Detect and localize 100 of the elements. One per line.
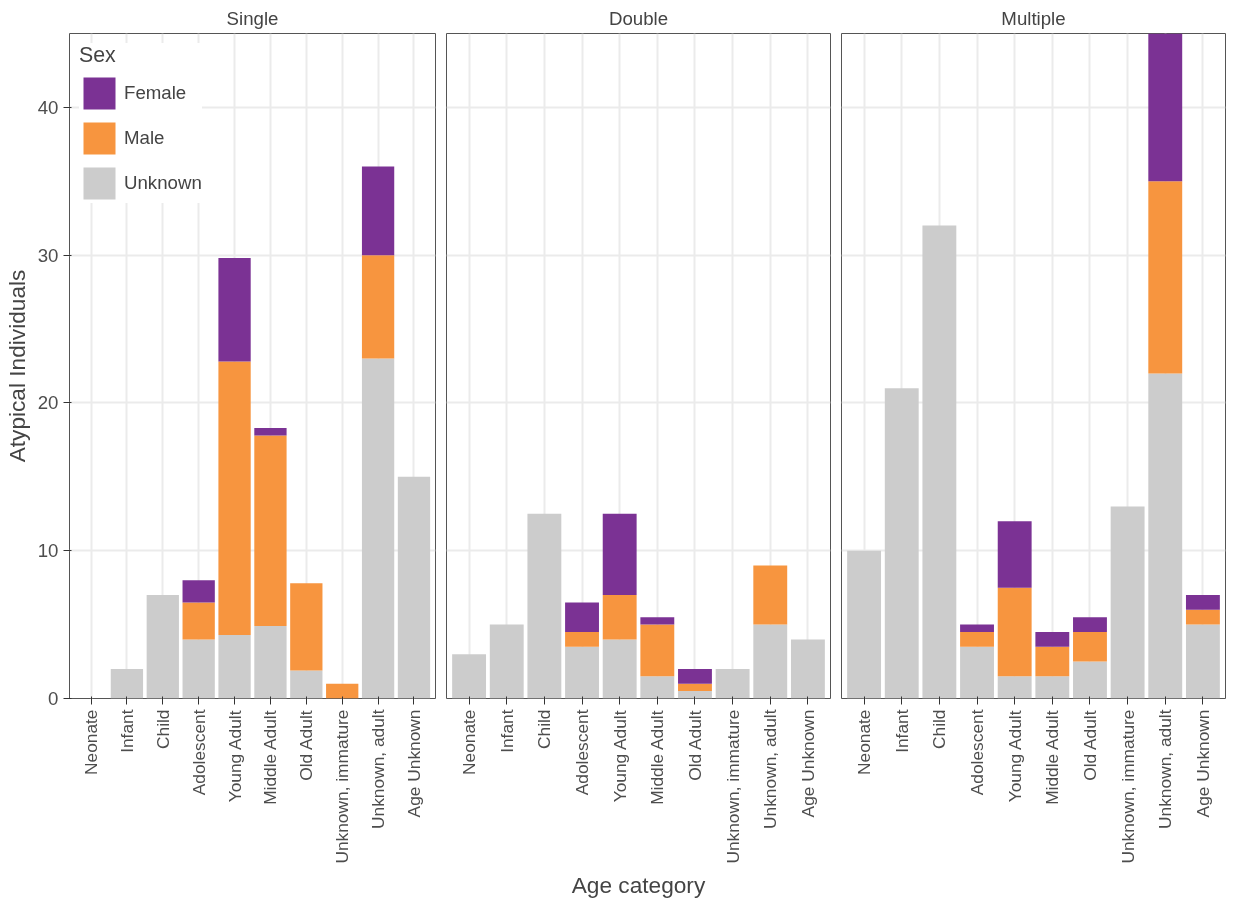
y-axis-title: Atypical Individuals [3, 269, 30, 463]
bar [1185, 624, 1220, 699]
x-tick-label: Young Adult [224, 710, 245, 803]
x-axis-title: Age category [571, 871, 706, 898]
x-tick-label: Unknown, adult [1155, 709, 1176, 829]
bar [997, 676, 1032, 699]
x-tick-label: Infant [891, 709, 912, 753]
bar [1035, 632, 1070, 647]
bar [1110, 506, 1145, 699]
x-tick-label: Infant [116, 709, 137, 753]
bar [715, 668, 750, 699]
bar [1035, 676, 1070, 699]
bar [290, 583, 323, 671]
x-tick-label: Child [152, 709, 173, 749]
bar [565, 602, 599, 632]
legend-label: Unknown [124, 171, 202, 195]
bar [753, 624, 788, 699]
bar [602, 513, 637, 596]
bar [182, 580, 215, 603]
bar [960, 624, 994, 632]
bar [146, 595, 179, 699]
bar [361, 255, 395, 359]
x-tick-label: Adolescent [188, 709, 209, 796]
y-tick-label: 30 [37, 244, 59, 266]
bar [254, 428, 287, 436]
bar [218, 361, 251, 635]
y-tick-label: 0 [48, 688, 59, 709]
bar [678, 668, 712, 684]
bar [997, 521, 1032, 588]
x-tick-label: Age Unknown [1192, 709, 1213, 818]
bar [1185, 595, 1220, 610]
x-tick-label: Child [534, 709, 555, 749]
x-tick-label: Middle Adult [1042, 710, 1063, 805]
x-tick-label: Infant [496, 709, 517, 753]
bar [1073, 632, 1107, 662]
x-tick-label: Neonate [459, 709, 480, 776]
bar [361, 166, 395, 256]
bar [790, 639, 825, 699]
x-tick-label: Neonate [854, 709, 875, 776]
bar [489, 624, 524, 699]
bar [847, 550, 882, 699]
bar [254, 626, 287, 699]
legend-title: Sex [79, 43, 117, 68]
x-tick-label: Middle Adult [260, 710, 281, 805]
bar [960, 632, 994, 647]
bar [602, 595, 637, 640]
bar [1035, 646, 1070, 677]
x-tick-label: Young Adult [609, 710, 630, 803]
chart-title: Single [226, 7, 279, 29]
bar [218, 634, 251, 699]
x-tick-label: Adolescent [967, 709, 988, 796]
bar [182, 602, 215, 640]
x-tick-label: Adolescent [572, 709, 593, 796]
x-tick-label: Unknown, immature [722, 709, 743, 864]
legend-label: Female [124, 81, 187, 105]
bar [602, 639, 637, 699]
bar [678, 683, 712, 692]
bar [922, 225, 957, 699]
bar [1148, 373, 1183, 699]
bar [326, 683, 359, 699]
bar [218, 258, 251, 362]
bar [1148, 33, 1183, 182]
x-tick-label: Old Adult [296, 710, 317, 781]
bar [254, 435, 287, 627]
bar [1148, 181, 1183, 374]
bar [1185, 609, 1220, 625]
bar [640, 676, 675, 699]
bar [527, 513, 562, 699]
bar [110, 668, 144, 699]
x-tick-label: Unknown, immature [332, 709, 353, 864]
bar [960, 646, 994, 699]
x-tick-label: Old Adult [1079, 710, 1100, 781]
bar [884, 388, 919, 699]
bar [640, 617, 675, 625]
y-tick-label: 40 [37, 96, 59, 118]
bar [1073, 617, 1107, 632]
x-tick-label: Unknown, adult [368, 709, 389, 829]
bar [753, 565, 788, 625]
x-tick-label: Child [929, 709, 950, 749]
bar [565, 646, 599, 699]
bar [290, 670, 323, 699]
bar [678, 691, 712, 699]
x-tick-label: Young Adult [1004, 710, 1025, 803]
bar [1073, 661, 1107, 699]
bar [997, 587, 1032, 677]
bar [640, 624, 675, 677]
y-tick-label: 10 [37, 540, 59, 562]
x-tick-label: Middle Adult [647, 710, 668, 805]
x-tick-label: Unknown, adult [760, 709, 781, 829]
x-tick-label: Unknown, immature [1117, 709, 1138, 864]
bar [182, 639, 215, 699]
x-tick-label: Neonate [81, 709, 102, 776]
bar [565, 632, 599, 647]
chart-title: Double [608, 7, 669, 29]
x-tick-label: Age Unknown [797, 709, 818, 818]
y-tick-label: 20 [37, 392, 59, 414]
x-tick-label: Age Unknown [403, 709, 424, 818]
legend-label: Male [124, 126, 165, 150]
bar [361, 358, 395, 699]
bar [452, 654, 487, 699]
